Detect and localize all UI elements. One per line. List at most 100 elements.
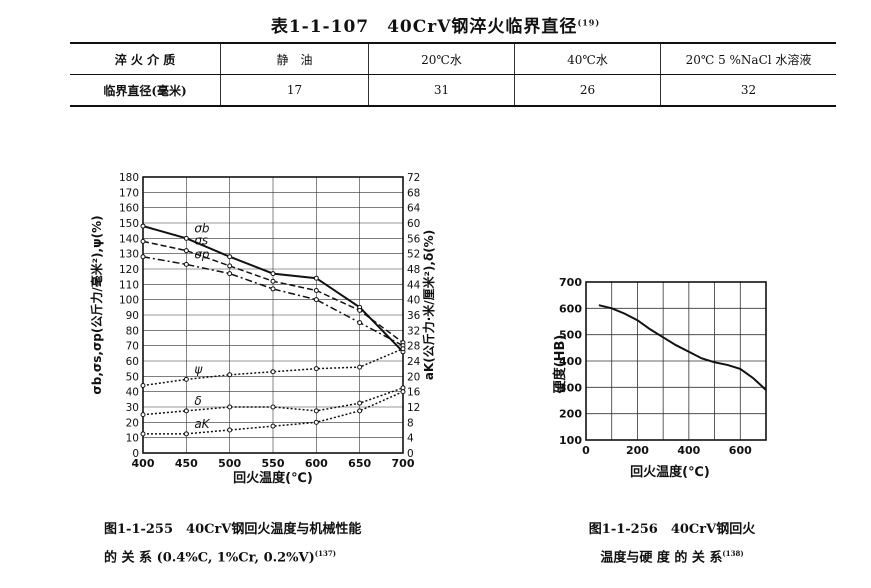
- y-tick-label: 100: [559, 434, 582, 447]
- data-point: [357, 400, 363, 406]
- hardness-curve: [598, 304, 767, 391]
- y2-tick-label: 12: [407, 402, 420, 414]
- y-tick-label: 700: [559, 276, 582, 289]
- table-header-row: 淬 火 介 质 静 油 20℃水 40℃水 20℃ 5 %NaCl 水溶液: [70, 42, 836, 75]
- y-tick-label: 160: [119, 203, 139, 215]
- x-tick-label: 0: [582, 444, 590, 457]
- data-point: [140, 383, 146, 389]
- hardness-chart: 100 200 300 400 500 600 700 0 200 400 600 硬度(HB) 回…: [552, 276, 767, 480]
- data-point: [183, 408, 189, 414]
- critical-diameter-table: 淬 火 介 质 静 油 20℃水 40℃水 20℃ 5 %NaCl 水溶液 临界…: [70, 42, 836, 107]
- y2-tick-label: 24: [407, 356, 421, 368]
- y2-tick-label: 44: [407, 279, 421, 291]
- table-row: 临界直径(毫米) 17 31 26 32: [70, 74, 836, 107]
- y2-tick-label: 48: [407, 264, 420, 276]
- table-header-cell: 40℃水: [514, 42, 661, 75]
- data-point: [270, 423, 276, 429]
- table-cell: 26: [514, 74, 661, 107]
- x-tick-label: 400: [677, 444, 700, 457]
- data-point: [183, 235, 189, 241]
- x-tick-label: 200: [626, 444, 649, 457]
- y-tick-label: 0: [132, 448, 139, 460]
- table-header-cell: 静 油: [220, 42, 369, 75]
- table-header-cell: 20℃ 5 %NaCl 水溶液: [660, 42, 836, 75]
- chart2-y-axis-label: 硬度(HB): [552, 335, 568, 394]
- chart1-y-axis-label: σb,σs,σp(公斤力/毫米²),ψ(%): [89, 215, 104, 394]
- data-point: [313, 408, 319, 414]
- y2-tick-label: 28: [407, 341, 420, 353]
- y2-tick-label: 4: [407, 433, 414, 445]
- data-point: [227, 404, 233, 410]
- data-point: [400, 389, 406, 395]
- data-point: [227, 254, 233, 260]
- data-point: [313, 275, 319, 281]
- data-point: [357, 408, 363, 414]
- data-point: [270, 369, 276, 375]
- y2-tick-label: 0: [407, 448, 414, 460]
- data-point: [227, 427, 233, 433]
- y2-tick-label: 72: [407, 172, 420, 184]
- x-tick-label: 600: [729, 444, 752, 457]
- y-tick-label: 300: [559, 381, 582, 394]
- chart1-x-axis-label: 回火温度(℃): [233, 470, 313, 486]
- y2-tick-label: 40: [407, 295, 420, 307]
- data-point: [183, 248, 189, 254]
- data-point: [227, 263, 233, 269]
- y-tick-label: 200: [559, 408, 582, 421]
- plot-frame: [585, 281, 767, 441]
- data-point: [313, 287, 319, 293]
- x-tick-label: 500: [218, 457, 241, 470]
- data-point: [140, 254, 146, 260]
- y2-tick-label: 64: [407, 203, 421, 215]
- y2-tick-label: 60: [407, 218, 420, 230]
- data-point: [313, 419, 319, 425]
- y-tick-label: 120: [119, 264, 139, 276]
- table-cell: 32: [660, 74, 836, 107]
- y-tick-label: 40: [126, 387, 139, 399]
- figure2-caption-line2: 温度与硬 度 的 关 系(138): [600, 549, 744, 566]
- data-point: [183, 376, 189, 382]
- y-tick-label: 400: [559, 355, 582, 368]
- data-point: [270, 404, 276, 410]
- series-label: aK: [194, 417, 210, 431]
- table-header-cell: 20℃水: [368, 42, 515, 75]
- series-label: σb: [194, 221, 210, 235]
- y2-tick-label: 16: [407, 387, 421, 399]
- x-tick-label: 600: [305, 457, 328, 470]
- y-tick-label: 50: [126, 371, 139, 383]
- y-tick-label: 20: [126, 417, 139, 429]
- y2-tick-label: 68: [407, 187, 420, 199]
- y-tick-label: 500: [559, 329, 582, 342]
- y-tick-label: 110: [119, 279, 139, 291]
- data-point: [140, 412, 146, 418]
- y-tick-label: 70: [126, 341, 139, 353]
- y-tick-label: 130: [119, 249, 139, 261]
- data-point: [400, 346, 406, 352]
- data-point: [270, 286, 276, 292]
- y2-tick-label: 52: [407, 249, 420, 261]
- data-point: [227, 372, 233, 378]
- y2-tick-label: 36: [407, 310, 421, 322]
- chart1-y2-axis-label: aK(公斤力·米/厘米²),δ(%): [421, 230, 435, 380]
- table-title: 表1-1-107 40CrV钢淬火临界直径(19): [270, 17, 601, 37]
- data-point: [313, 297, 319, 303]
- mechanical-properties-chart: 0102030405060708090100110120130140150160…: [89, 172, 435, 486]
- data-point: [357, 307, 363, 313]
- y-tick-label: 100: [119, 295, 139, 307]
- figure2-caption: 图1-1-256 40CrV钢回火 温度与硬 度 的 关 系(138): [572, 518, 772, 570]
- figure1-caption: 图1-1-255 40CrV钢回火温度与机械性能 的 关 系 (0.4%C, 1…: [104, 518, 361, 570]
- figure2-caption-line1: 图1-1-256 40CrV钢回火: [588, 522, 756, 537]
- y-tick-label: 90: [126, 310, 139, 322]
- series-label: σp: [194, 247, 210, 261]
- table-header-cell: 淬 火 介 质: [70, 42, 221, 75]
- data-point: [140, 431, 146, 437]
- series-label: δ: [194, 394, 201, 408]
- table-cell: 31: [368, 74, 515, 107]
- figure1-caption-line2: 的 关 系 (0.4%C, 1%Cr, 0.2%V)(137): [104, 549, 337, 566]
- x-tick-label: 400: [132, 457, 155, 470]
- data-point: [140, 223, 146, 229]
- y2-tick-label: 56: [407, 233, 421, 245]
- chart2-x-axis-label: 回火温度(℃): [630, 464, 710, 480]
- y-tick-label: 180: [119, 172, 139, 184]
- series-label: σs: [194, 234, 208, 248]
